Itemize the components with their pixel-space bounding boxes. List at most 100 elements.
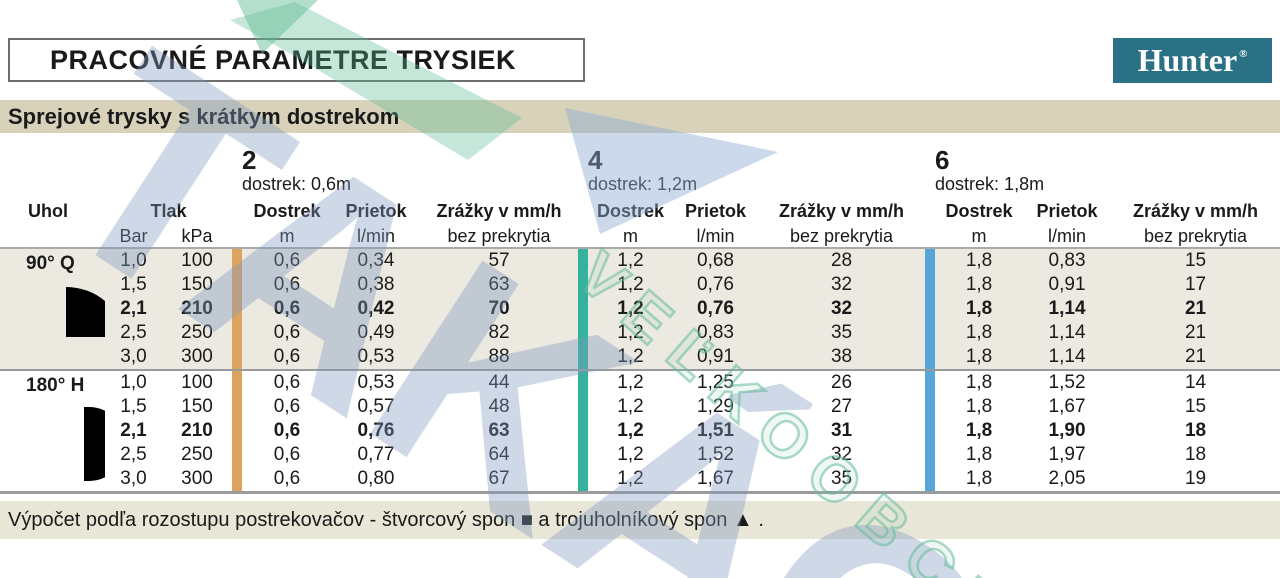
cell-zrazky: 27: [758, 395, 926, 419]
group-6-header: 6 dostrek: 1,8m: [935, 133, 1280, 195]
column-header-uhol: Uhol: [28, 201, 68, 221]
cell-zrazky: 70: [420, 297, 579, 321]
group-color-bar: [232, 273, 242, 297]
cell-prietok: 1,67: [1023, 395, 1112, 419]
cell-zrazky: 15: [1111, 248, 1280, 273]
cell-zrazky: 35: [758, 467, 926, 493]
group-color-bar: [232, 345, 242, 370]
cell-dostrek: 0,6: [242, 395, 332, 419]
cell-tlak-bar: 1,5: [105, 395, 162, 419]
cell-zrazky: 88: [420, 345, 579, 370]
hunter-logo-text: Hunter: [1137, 42, 1238, 78]
cell-dostrek: 0,6: [242, 321, 332, 345]
cell-zrazky: 19: [1111, 467, 1280, 493]
cell-tlak-kpa: 100: [162, 248, 232, 273]
unit-lmin: l/min: [696, 226, 735, 246]
group-color-bar: [578, 345, 589, 370]
unit-m: m: [279, 226, 295, 246]
cell-dostrek: 1,2: [588, 297, 674, 321]
table-row: 2,1 210 0,6 0,76 63 1,2 1,51 31 1,8 1,90 18: [0, 419, 1280, 443]
cell-zrazky: 64: [420, 443, 579, 467]
table-row: 180° H 1,0 100 0,6 0,53 44 1,2 1,25 26 1,8 1,52 14: [0, 369, 1280, 493]
cell-dostrek: 0,6: [242, 273, 332, 297]
cell-prietok: 0,80: [332, 467, 420, 493]
cell-tlak-bar: 1,0: [105, 248, 162, 273]
cell-dostrek: 1,2: [588, 369, 674, 395]
cell-tlak-kpa: 210: [162, 297, 232, 321]
cell-tlak-kpa: 100: [162, 369, 232, 395]
cell-zrazky: 28: [758, 248, 926, 273]
group-2-range: dostrek: 0,6m: [242, 174, 352, 194]
column-header-zrazky: Zrážky v mm/h: [436, 201, 562, 221]
group-color-bar: [232, 443, 242, 467]
table-row: 1,5 150 0,6 0,57 48 1,2 1,29 27 1,8 1,67 15: [0, 395, 1280, 419]
group-color-bar: [578, 321, 589, 345]
cell-tlak-kpa: 250: [162, 321, 232, 345]
column-header-prietok: Prietok: [1036, 201, 1098, 221]
cell-prietok: 1,67: [673, 467, 759, 493]
group-color-bar: [578, 443, 589, 467]
group-color-bar: [578, 419, 589, 443]
cell-prietok: 0,68: [673, 248, 759, 273]
group-color-bar: [925, 395, 936, 419]
cell-zrazky: 35: [758, 321, 926, 345]
cell-zrazky: 21: [1111, 297, 1280, 321]
cell-prietok: 0,38: [332, 273, 420, 297]
cell-zrazky: 21: [1111, 345, 1280, 370]
group-color-bar: [578, 369, 589, 395]
table-row: 3,0 300 0,6 0,80 67 1,2 1,67 35 1,8 2,05 19: [0, 467, 1280, 493]
group-color-bar: [925, 297, 936, 321]
group-color-bar: [925, 345, 936, 370]
cell-prietok: 1,97: [1023, 443, 1112, 467]
cell-dostrek: 1,2: [588, 467, 674, 493]
cell-dostrek: 1,2: [588, 248, 674, 273]
table-header: 2 dostrek: 0,6m 4 dostrek: 1,2m 6 dostre…: [0, 133, 1280, 248]
group-color-bar: [232, 467, 242, 493]
cell-prietok: 1,90: [1023, 419, 1112, 443]
cell-dostrek: 1,8: [935, 369, 1024, 395]
cell-prietok: 1,14: [1023, 321, 1112, 345]
group-color-bar: [925, 467, 936, 493]
cell-zrazky: 32: [758, 297, 926, 321]
cell-dostrek: 1,2: [588, 443, 674, 467]
cell-tlak-bar: 3,0: [105, 467, 162, 493]
unit-m: m: [623, 226, 639, 246]
unit-bez-prekrytia: bez prekrytia: [790, 226, 894, 246]
group-4-number: 4: [588, 145, 603, 175]
group-color-bar: [232, 248, 242, 273]
cell-prietok: 1,14: [1023, 297, 1112, 321]
column-header-zrazky: Zrážky v mm/h: [1133, 201, 1259, 221]
group-color-bar: [232, 321, 242, 345]
column-header-dostrek: Dostrek: [945, 201, 1013, 221]
cell-dostrek: 1,8: [935, 273, 1024, 297]
group-color-bar: [925, 248, 936, 273]
cell-tlak-bar: 2,5: [105, 321, 162, 345]
cell-prietok: 0,77: [332, 443, 420, 467]
cell-zrazky: 67: [420, 467, 579, 493]
angle-label: 180° H: [26, 375, 85, 396]
sheet-header: PRACOVNÉ PARAMETRE TRYSIEK Hunter ®: [0, 0, 1280, 100]
cell-dostrek: 0,6: [242, 345, 332, 370]
group-color-bar: [578, 467, 589, 493]
cell-zrazky: 38: [758, 345, 926, 370]
table-row: 3,0 300 0,6 0,53 88 1,2 0,91 38 1,8 1,14 21: [0, 345, 1280, 370]
cell-dostrek: 1,2: [588, 395, 674, 419]
cell-prietok: 0,53: [332, 369, 420, 395]
table-body: 90° Q 1,0 100 0,6 0,34 57 1,2 0,68 28 1,8 0,83 15 1,…: [0, 248, 1280, 493]
cell-dostrek: 0,6: [242, 297, 332, 321]
group-color-bar: [578, 395, 589, 419]
cell-dostrek: 1,2: [588, 321, 674, 345]
cell-prietok: 1,51: [673, 419, 759, 443]
group-color-bar: [232, 297, 242, 321]
cell-zrazky: 44: [420, 369, 579, 395]
cell-dostrek: 1,8: [935, 297, 1024, 321]
cell-tlak-kpa: 300: [162, 345, 232, 370]
cell-zrazky: 82: [420, 321, 579, 345]
cell-tlak-bar: 1,5: [105, 273, 162, 297]
registered-trademark-icon: ®: [1239, 47, 1248, 60]
group-color-bar: [925, 321, 936, 345]
group-4-range: dostrek: 1,2m: [588, 174, 698, 194]
cell-prietok: 2,05: [1023, 467, 1112, 493]
cell-dostrek: 1,8: [935, 443, 1024, 467]
